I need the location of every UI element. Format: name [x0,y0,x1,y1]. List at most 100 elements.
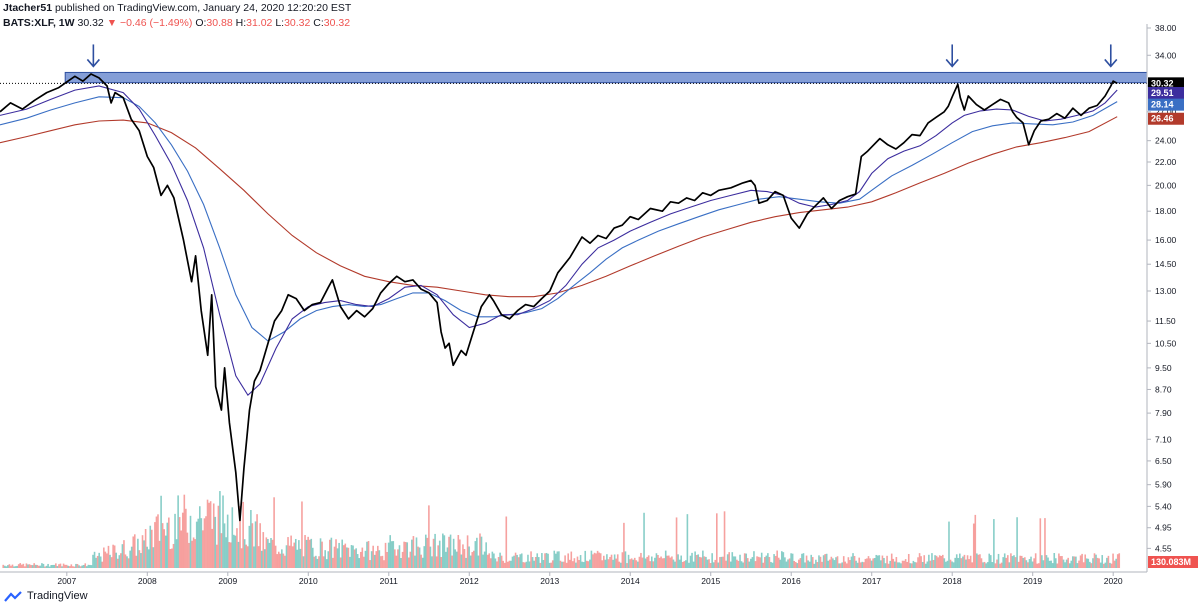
volume-bar [536,553,539,568]
volume-bar [954,557,956,568]
volume-bar [383,560,385,568]
volume-bar [106,553,108,568]
volume-bar [87,564,90,568]
price-tag-label: 30.32 [1151,78,1174,88]
volume-bar [107,545,110,568]
volume-bar [298,540,300,568]
volume-bar [322,556,325,568]
volume-bar [1082,562,1085,568]
volume-bar [16,565,18,568]
volume-bar [960,558,963,568]
close-label: C: [313,17,324,29]
close-value: 30.32 [323,17,351,29]
volume-bar [245,544,248,568]
volume-bar [1064,562,1066,568]
volume-bar [381,555,384,568]
volume-bar [203,518,206,568]
volume-bar [1028,559,1031,568]
volume-bar [254,521,257,568]
volume-bar [17,564,20,568]
volume-bar [537,557,540,568]
volume-bar [332,557,334,568]
volume-bar [623,522,625,568]
volume-bar [539,562,542,568]
volume-bar [483,551,486,568]
y-tick-label: 38.00 [1155,23,1177,33]
volume-bar [994,563,997,568]
volume-bar [38,565,40,568]
volume-bar [1042,560,1045,568]
volume-bar [189,515,192,568]
volume-bar [65,564,68,568]
volume-bar [565,562,568,568]
volume-bar [378,550,381,568]
symbol-label: BATS:XLF, 1W [3,17,75,29]
volume-bar [977,554,980,568]
volume-bar [746,558,749,568]
volume-bar [454,549,457,568]
volume-bar [86,566,88,568]
volume-bar [274,545,277,568]
volume-bar [426,537,429,568]
volume-bar [304,535,306,568]
volume-bar [533,560,535,568]
volume-bar [635,560,638,568]
volume-bar [791,553,794,568]
volume-bars [2,491,1121,568]
volume-bar [637,561,639,568]
volume-bar [411,539,413,568]
volume-bar [788,558,791,568]
volume-bar [471,552,474,568]
volume-bar [957,557,960,568]
volume-bar [686,514,689,568]
volume-bar [264,549,266,568]
volume-bar [596,550,599,568]
volume-bar [282,553,285,568]
volume-bar [872,558,874,568]
volume-bar [850,556,853,568]
volume-bar [13,566,15,568]
volume-bar [166,522,169,568]
volume-bar [708,559,710,568]
volume-bar [937,557,939,568]
volume-bar [180,530,183,568]
volume-bar [1016,517,1018,568]
open-label: O: [195,17,207,29]
volume-bar [1115,558,1117,568]
volume-bar [141,535,144,568]
y-tick-label: 7.90 [1155,408,1172,418]
volume-bar [181,512,184,568]
volume-bar [171,548,173,568]
volume-bar [116,558,119,568]
volume-bar [1093,553,1096,568]
x-tick-label: 2019 [1023,576,1042,586]
volume-bar [1059,556,1062,568]
volume-bar [367,541,370,568]
volume-bar [329,539,331,568]
volume-bar [202,530,204,568]
volume-bar [513,555,515,568]
volume-bar [185,508,187,568]
volume-bar [589,559,591,568]
volume-bar [34,564,37,568]
volume-bar [7,565,9,568]
volume-bar [798,559,800,568]
volume-bar [486,554,489,568]
volume-bar [452,538,455,568]
volume-bar [246,546,249,568]
volume-bar [124,554,127,568]
volume-bar [101,561,104,568]
volume-bar [288,545,291,568]
volume-bar [1008,562,1011,568]
volume-bar [558,551,560,568]
volume-bar [524,562,526,568]
volume-bar [929,560,932,568]
volume-bar [912,560,915,568]
volume-bar [989,555,992,568]
x-tick-label: 2017 [862,576,881,586]
volume-bar [1011,556,1014,568]
volume-bar [866,558,868,568]
volume-bar [567,553,570,568]
volume-bar [1047,557,1049,568]
